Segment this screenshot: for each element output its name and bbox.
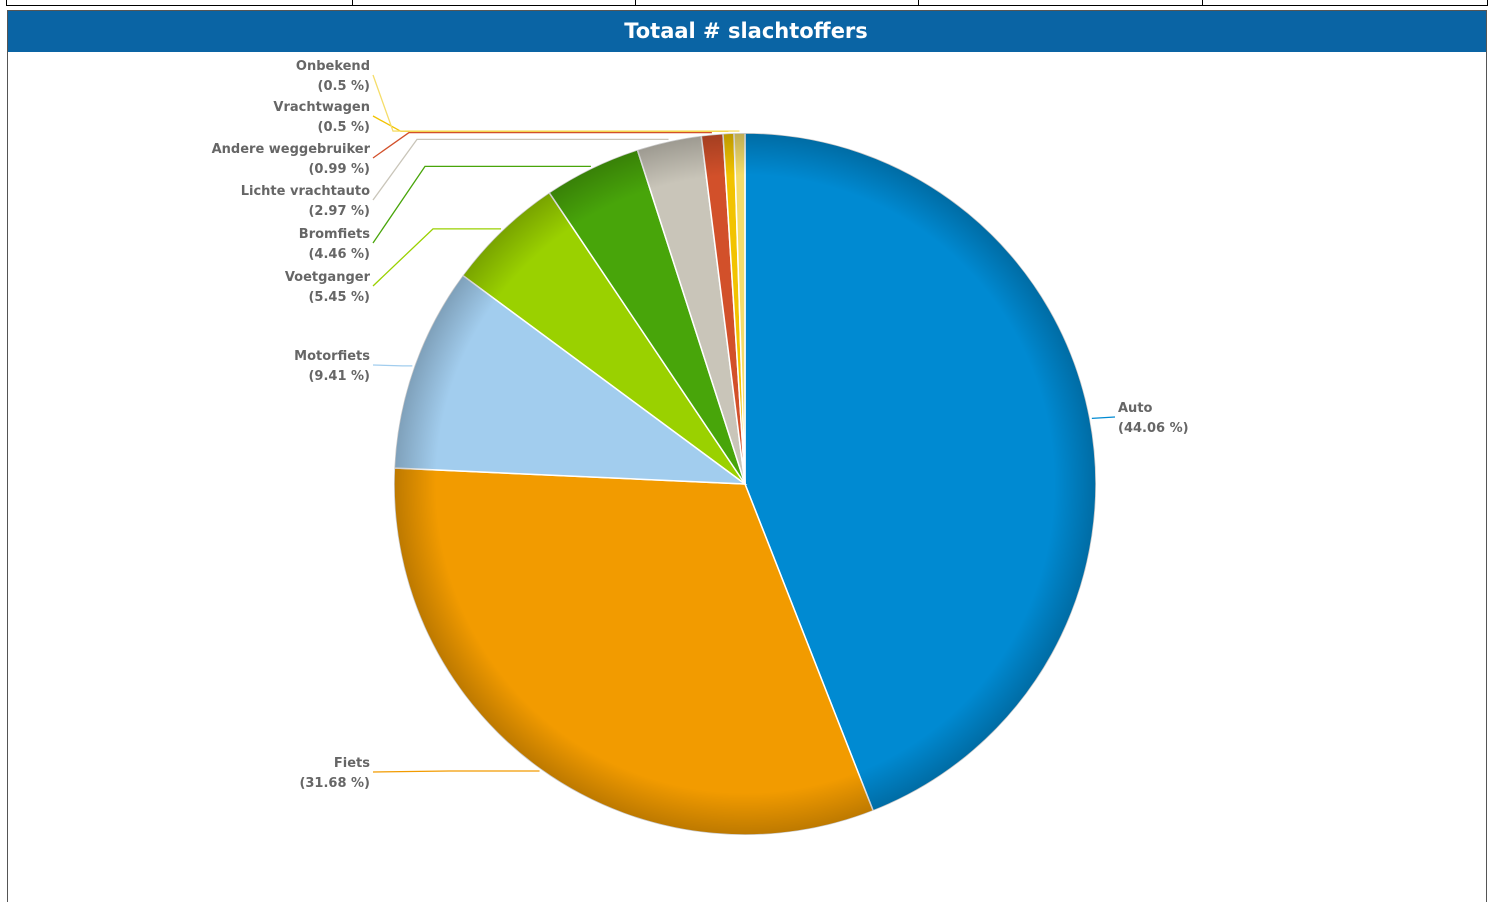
label-name: Voetganger	[285, 270, 371, 285]
label-name: Fiets	[334, 756, 370, 771]
label-value: (5.45 %)	[308, 290, 370, 305]
leader-line	[372, 165, 591, 244]
label-name: Auto	[1118, 401, 1153, 416]
label-value: (0.99 %)	[308, 162, 370, 177]
label-name: Andere weggebruiker	[212, 142, 371, 157]
label-value: (0.5 %)	[318, 79, 370, 94]
label-value: (4.46 %)	[308, 247, 370, 262]
leader-line	[372, 364, 413, 367]
label-name: Onbekend	[296, 59, 370, 74]
label-value: (2.97 %)	[308, 204, 370, 219]
label-name: Motorfiets	[294, 349, 370, 364]
leader-line	[372, 74, 740, 132]
label-name: Bromfiets	[299, 227, 370, 242]
header-bar	[8, 11, 1486, 52]
label-name: Vrachtwagen	[273, 100, 370, 115]
label-value: (44.06 %)	[1118, 421, 1189, 436]
leader-line	[372, 131, 712, 159]
leader-line	[372, 770, 540, 773]
label-name: Lichte vrachtauto	[241, 184, 370, 199]
leader-line	[372, 228, 502, 287]
table-strip	[6, 0, 1488, 6]
leader-line	[372, 138, 669, 201]
chart-title: Totaal # slachtoffers	[624, 19, 868, 43]
label-value: (0.5 %)	[318, 120, 370, 135]
leader-line	[1091, 416, 1116, 420]
label-value: (31.68 %)	[299, 776, 370, 791]
label-value: (9.41 %)	[308, 369, 370, 384]
